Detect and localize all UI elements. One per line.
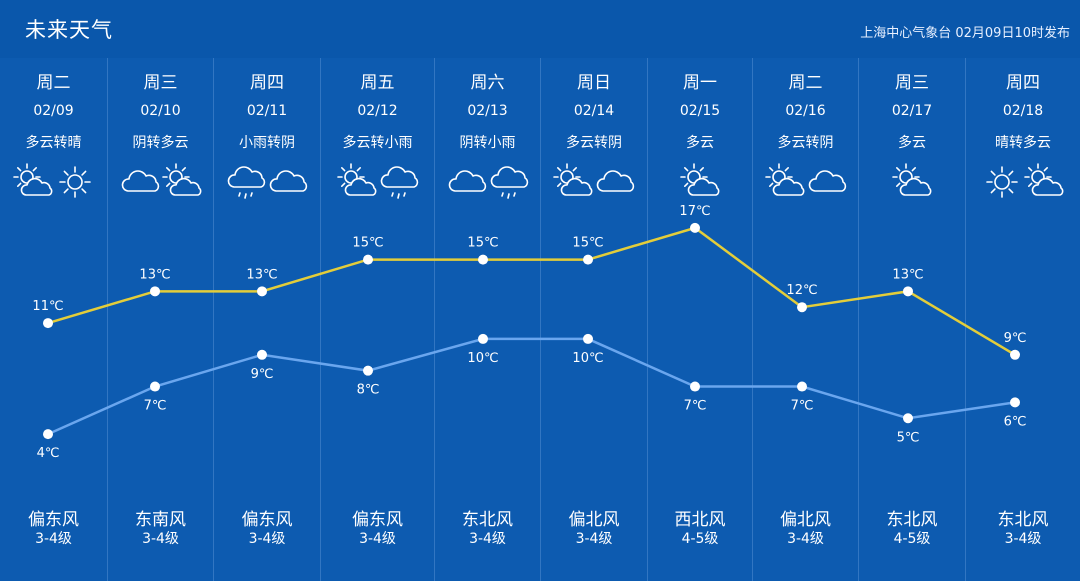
partly-cloudy-icon (553, 163, 593, 196)
date-label: 02/13 (467, 103, 508, 119)
day-column: 周五 02/12 多云转小雨偏东风 3-4级 (320, 58, 434, 581)
weather-icons (108, 162, 213, 202)
weather-description: 阴转多云 (132, 135, 189, 151)
date-label: 02/11 (246, 103, 288, 119)
day-column: 周二 02/16 多云转阴偏北风 3-4级 (752, 58, 858, 581)
day-column: 周三 02/10 阴转多云东南风 3-4级 (107, 58, 213, 581)
date-label: 02/12 (357, 103, 398, 119)
sun-icon (58, 166, 91, 198)
weekday-label: 周三 (143, 73, 178, 93)
sun-icon (986, 166, 1018, 198)
cloud-icon (121, 170, 159, 192)
wind-level: 3-4级 (787, 531, 824, 547)
date-label: 02/10 (140, 103, 181, 119)
partly-cloudy-icon (161, 163, 201, 196)
weekday-label: 周六 (470, 73, 505, 93)
day-column: 周一 02/15 多云西北风 4-5级 (647, 58, 752, 581)
wind-direction: 东北风 (462, 510, 513, 530)
date-label: 02/17 (891, 103, 933, 119)
date-label: 02/16 (785, 103, 826, 119)
wind-direction: 东南风 (135, 510, 186, 530)
day-column: 周日 02/14 多云转阴偏北风 3-4级 (540, 58, 647, 581)
rain-icon (380, 166, 418, 199)
wind-level: 3-4级 (575, 531, 613, 547)
weather-description: 多云转阴 (566, 135, 622, 151)
partly-cloudy-icon (336, 163, 376, 196)
wind-level: 3-4级 (469, 531, 506, 547)
weather-icons (859, 162, 965, 202)
weekday-label: 周五 (360, 73, 395, 93)
wind-level: 3-4级 (35, 531, 72, 547)
weather-icons (966, 162, 1080, 202)
partly-cloudy-icon (892, 163, 932, 196)
weather-description: 多云 (898, 135, 926, 151)
weather-description: 多云转晴 (25, 135, 82, 151)
wind-direction: 东北风 (886, 510, 938, 530)
wind-direction: 偏北风 (780, 510, 831, 530)
wind-direction: 偏东风 (241, 510, 293, 530)
header-bar: 未来天气 上海中心气象台 02月09日10时发布 (0, 0, 1080, 58)
weekday-label: 周一 (683, 73, 717, 93)
weekday-label: 周四 (250, 73, 284, 93)
cloud-icon (808, 170, 846, 192)
wind-direction: 偏北风 (568, 510, 620, 530)
weekday-label: 周四 (1006, 73, 1040, 93)
partly-cloudy-icon (764, 163, 804, 196)
weather-icons (435, 162, 540, 202)
weather-description: 晴转多云 (995, 135, 1051, 151)
partly-cloudy-icon (1024, 163, 1064, 196)
wind-level: 4-5级 (893, 531, 931, 547)
weather-description: 多云转小雨 (342, 135, 413, 151)
date-label: 02/18 (1002, 103, 1044, 119)
forecast-columns: 周二 02/09 多云转晴 偏东风 3-4级 周三 02/10 阴转多云 东南风 3-4级 周四 02… (0, 58, 1080, 581)
partly-cloudy-icon (680, 163, 720, 196)
page-title: 未来天气 (25, 18, 113, 42)
day-column: 周二 02/09 多云转晴偏东风 3-4级 (0, 58, 107, 581)
weather-description: 多云 (686, 135, 714, 151)
day-column: 周四 02/18 晴转多云东北风 3-4级 (965, 58, 1080, 581)
weekday-label: 周二 (36, 73, 71, 93)
publish-info: 上海中心气象台 02月09日10时发布 (860, 26, 1070, 41)
wind-level: 3-4级 (1004, 531, 1042, 547)
date-label: 02/15 (679, 103, 721, 119)
wind-level: 3-4级 (248, 531, 286, 547)
rain-icon (490, 166, 528, 199)
cloud-icon (269, 170, 308, 192)
cloud-icon (448, 170, 486, 192)
weather-description: 小雨转阴 (239, 135, 295, 151)
wind-direction: 偏东风 (352, 510, 403, 530)
day-column: 周六 02/13 阴转小雨东北风 3-4级 (434, 58, 540, 581)
wind-level: 3-4级 (142, 531, 179, 547)
weather-icons (753, 162, 858, 202)
wind-direction: 东北风 (997, 510, 1049, 530)
partly-cloudy-icon (12, 163, 52, 196)
day-column: 周三 02/17 多云东北风 4-5级 (858, 58, 965, 581)
weather-icons (541, 162, 647, 202)
wind-level: 3-4级 (359, 531, 396, 547)
weekday-label: 周三 (895, 73, 929, 93)
weather-icons (214, 162, 320, 202)
rain-icon (227, 166, 266, 199)
cloud-icon (596, 170, 635, 192)
weather-description: 多云转阴 (777, 135, 834, 151)
wind-direction: 偏东风 (28, 510, 79, 530)
date-label: 02/09 (33, 103, 74, 119)
date-label: 02/14 (573, 103, 615, 119)
weather-icons (648, 162, 752, 202)
weather-description: 阴转小雨 (459, 135, 516, 151)
day-column: 周四 02/11 小雨转阴偏东风 3-4级 (213, 58, 320, 581)
wind-direction: 西北风 (674, 510, 726, 530)
wind-level: 4-5级 (681, 531, 719, 547)
weekday-label: 周日 (577, 73, 611, 93)
weather-icons (0, 162, 107, 202)
weekday-label: 周二 (788, 73, 823, 93)
weather-icons (321, 162, 434, 202)
